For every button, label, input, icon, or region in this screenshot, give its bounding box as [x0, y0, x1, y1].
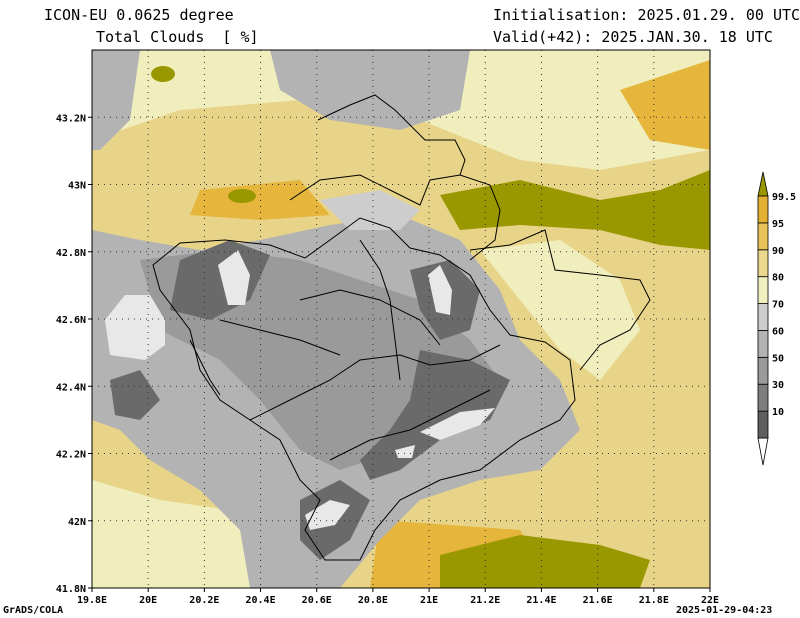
field-clear-small — [395, 445, 415, 458]
legend-swatch — [757, 330, 769, 358]
y-tick-label: 42.8N — [56, 248, 86, 259]
x-tick-label: 20.6E — [302, 595, 332, 606]
x-tick-label: 19.8E — [77, 595, 107, 606]
legend-arrow-low — [757, 437, 769, 466]
footer-software: GrADS/COLA — [3, 605, 64, 616]
legend-level-label: 50 — [772, 353, 784, 364]
valid-time: Valid(+42): 2025.JAN.30. 18 UTC — [493, 28, 773, 46]
region-border-inner-4 — [329, 389, 491, 461]
field-clear-band — [420, 408, 495, 440]
field-clear-west — [105, 295, 165, 360]
region-border-coast — [189, 339, 221, 396]
region-border-inner-2 — [299, 289, 441, 346]
y-tick-label: 42.4N — [56, 382, 86, 393]
legend-swatch — [757, 383, 769, 412]
x-tick-label: 21.6E — [583, 595, 613, 606]
y-tick-label: 41.8N — [56, 584, 86, 595]
field-clear-north — [218, 250, 250, 305]
y-tick-label: 43.2N — [56, 113, 86, 124]
field-yellow-north — [190, 180, 330, 220]
legend-swatch — [757, 276, 769, 304]
x-tick-label: 21E — [420, 595, 438, 606]
field-dark-west — [110, 370, 160, 420]
x-axis-labels: 19.8E 20E 20.2E 20.4E 20.6E 20.8E 21E 21.2E 21.4… — [77, 588, 719, 606]
x-tick-label: 21.4E — [526, 595, 556, 606]
x-tick-label: 20.4E — [245, 595, 275, 606]
legend-swatch — [757, 356, 769, 385]
field-clear-south — [305, 500, 350, 530]
y-tick-label: 42.2N — [56, 450, 86, 461]
legend-level-label: 95 — [772, 219, 784, 230]
y-tick-label: 42.6N — [56, 315, 86, 326]
legend-level-label: 80 — [772, 273, 784, 284]
x-tick-label: 20.2E — [189, 595, 219, 606]
region-border-north — [289, 174, 501, 261]
region-border-east — [469, 229, 651, 371]
legend-level-label: 30 — [772, 380, 784, 391]
legend-swatch — [757, 410, 769, 439]
legend-level-label: 60 — [772, 326, 784, 337]
field-clear-center — [428, 265, 452, 315]
footer-timestamp: 2025-01-29-04:23 — [676, 605, 773, 616]
region-border-inner-5 — [359, 239, 401, 381]
model-title: ICON-EU 0.0625 degree — [44, 6, 234, 24]
legend-swatch — [757, 249, 769, 278]
field-olive-north — [228, 189, 256, 203]
field-grey-pale — [320, 190, 420, 230]
field-yellow-ne — [620, 60, 710, 150]
legend-level-label: 10 — [772, 407, 784, 418]
field-olive-nw — [151, 66, 175, 82]
field-dark-band — [360, 350, 510, 480]
init-time: Initialisation: 2025.01.29. 00 UTC — [493, 6, 800, 24]
legend-swatch — [757, 303, 769, 331]
coordinate-grid — [92, 50, 710, 588]
legend-level-label: 70 — [772, 300, 784, 311]
region-border-inner-3 — [219, 319, 341, 356]
cloud-field — [92, 50, 710, 588]
x-tick-label: 21.2E — [470, 595, 500, 606]
y-tick-label: 43N — [68, 181, 86, 192]
region-border-montenegro — [317, 94, 466, 176]
field-olive-ne — [440, 170, 710, 250]
x-tick-label: 22E — [701, 595, 719, 606]
region-border-inner-1 — [249, 344, 501, 421]
x-tick-label: 21.8E — [639, 595, 669, 606]
field-grey-n — [270, 50, 470, 130]
x-tick-label: 20E — [139, 595, 157, 606]
y-axis-labels: 43.2N 43N 42.8N 42.6N 42.4N 42.2N 42N 41.8N — [56, 113, 92, 595]
x-tick-label: 20.8E — [358, 595, 388, 606]
legend-arrow-high — [757, 171, 769, 197]
colorbar-legend: 99.5 95 90 80 70 60 50 30 10 — [757, 171, 796, 466]
field-grey-nw — [92, 50, 140, 150]
variable-title: Total Clouds [ %] — [96, 28, 259, 46]
boundaries — [152, 94, 651, 561]
legend-level-label: 99.5 — [772, 192, 796, 203]
legend-swatch — [757, 195, 769, 224]
region-border-main — [152, 217, 576, 561]
y-tick-label: 42N — [68, 517, 86, 528]
legend-swatch — [757, 222, 769, 251]
legend-level-label: 90 — [772, 246, 784, 257]
